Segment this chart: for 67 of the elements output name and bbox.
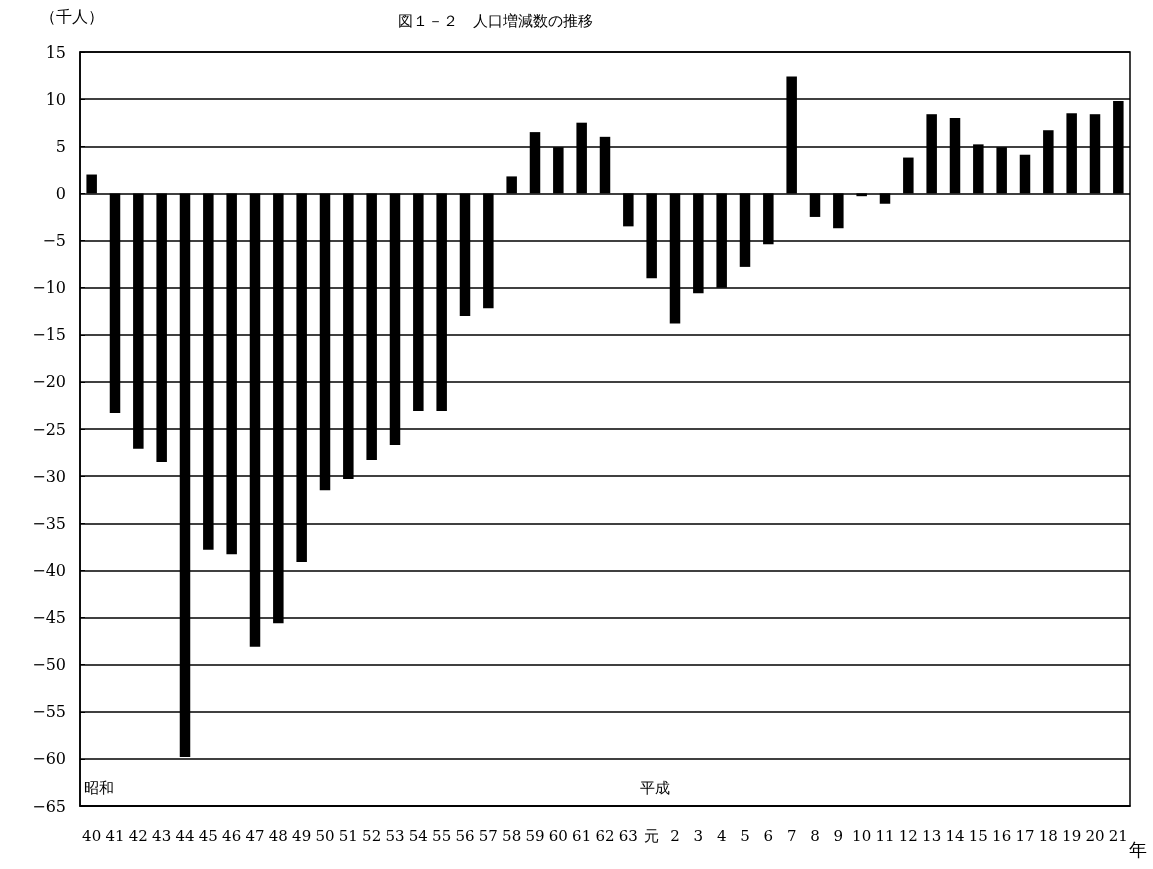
x-tick-label: 50 xyxy=(315,826,335,845)
x-tick-label: 11 xyxy=(875,826,895,845)
x-tick-label: 12 xyxy=(898,826,918,845)
x-tick-label: 13 xyxy=(922,826,942,845)
y-tick-label: −5 xyxy=(42,231,66,250)
y-tick-label: 0 xyxy=(55,183,66,203)
x-tick-label: 8 xyxy=(810,826,820,845)
y-tick-label: −25 xyxy=(32,419,66,439)
x-tick-label: 63 xyxy=(618,826,638,845)
x-tick-label: 2 xyxy=(670,826,680,845)
x-tick-label: 55 xyxy=(432,826,452,845)
x-tick-label: 4 xyxy=(716,826,727,845)
y-tick-label: −35 xyxy=(32,513,66,533)
x-tick-label: 41 xyxy=(105,826,125,845)
y-tick-label: −30 xyxy=(32,466,66,486)
x-tick-label: 16 xyxy=(992,826,1012,845)
y-tick-label: −10 xyxy=(32,278,66,298)
x-tick-label: 57 xyxy=(478,826,498,845)
y-tick-label: −50 xyxy=(32,655,66,675)
x-tick-label: 21 xyxy=(1108,826,1128,845)
x-tick-label: 47 xyxy=(245,826,265,845)
x-tick-label: 60 xyxy=(548,826,568,845)
x-tick-label: 9 xyxy=(833,826,844,845)
x-tick-label: 5 xyxy=(740,826,750,845)
x-tick-label: 17 xyxy=(1015,826,1035,845)
x-tick-label: 46 xyxy=(222,826,242,845)
x-axis-title: 年 xyxy=(1129,838,1147,860)
x-tick-label: 14 xyxy=(945,826,965,845)
x-tick-label: 40 xyxy=(82,826,102,845)
x-tick-label: 元 xyxy=(644,826,660,845)
x-tick-label: 62 xyxy=(595,826,615,845)
x-tick-label: 53 xyxy=(385,826,405,845)
x-tick-label: 19 xyxy=(1062,826,1082,845)
annotation: 昭和 xyxy=(84,778,114,797)
x-tick-label: 6 xyxy=(763,826,774,845)
y-tick-label: −55 xyxy=(32,702,66,722)
x-tick-label: 42 xyxy=(128,826,148,845)
x-tick-label: 18 xyxy=(1038,826,1058,845)
x-tick-label: 52 xyxy=(362,826,382,845)
x-tick-label: 58 xyxy=(502,826,522,845)
x-tick-label: 54 xyxy=(408,826,428,845)
x-tick-label: 56 xyxy=(455,826,475,845)
chart-title: 図１－２ 人口増減数の推移 xyxy=(397,11,593,30)
x-tick-label: 7 xyxy=(786,826,797,845)
x-tick-label: 59 xyxy=(525,826,545,845)
x-tick-label: 3 xyxy=(693,826,704,845)
x-tick-label: 61 xyxy=(572,826,592,845)
y-tick-label: −60 xyxy=(32,749,66,769)
x-tick-label: 51 xyxy=(338,826,358,845)
y-tick-label: −15 xyxy=(32,325,66,345)
y-tick-label: 5 xyxy=(55,136,66,156)
x-tick-label: 43 xyxy=(152,826,172,845)
x-tick-label: 10 xyxy=(852,826,872,845)
x-tick-label: 48 xyxy=(268,826,288,845)
x-tick-label: 49 xyxy=(292,826,312,845)
y-tick-label: −20 xyxy=(32,372,66,392)
y-tick-label: −40 xyxy=(32,560,66,580)
y-tick-label: −45 xyxy=(32,608,66,627)
y-tick-label: −65 xyxy=(32,796,66,816)
y-axis-title: （千人） xyxy=(40,6,104,26)
y-tick-label: 15 xyxy=(45,42,66,62)
annotation: 平成 xyxy=(640,778,670,797)
x-tick-label: 15 xyxy=(968,826,988,845)
y-tick-label: 10 xyxy=(45,89,66,109)
x-tick-label: 45 xyxy=(198,826,218,845)
x-tick-label: 20 xyxy=(1085,826,1105,845)
x-tick-label: 44 xyxy=(175,826,195,845)
